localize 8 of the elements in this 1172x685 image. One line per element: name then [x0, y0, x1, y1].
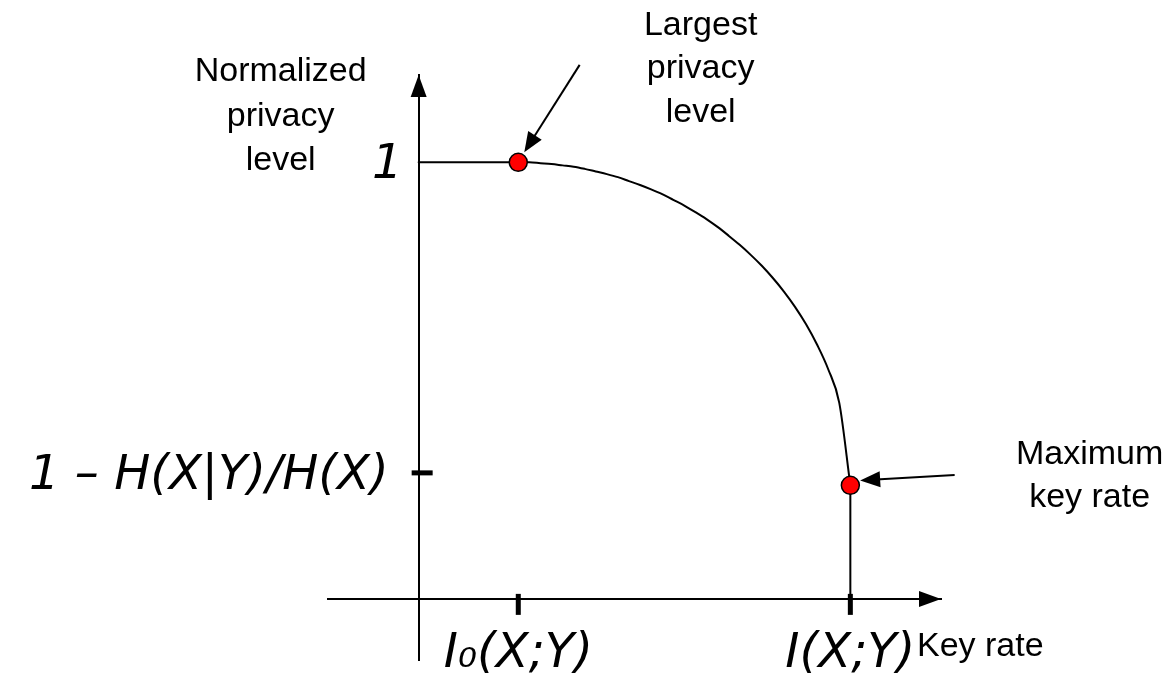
x-tick-label: I₀(X;Y)	[443, 622, 593, 679]
text: Maximum key rate	[1015, 432, 1164, 515]
text: Largest privacy level	[643, 3, 758, 129]
x-tick-label: I(X;Y)	[785, 622, 916, 679]
y-axis-title: Normalized privacy level	[194, 50, 367, 177]
x-axis-title: Key rate	[917, 624, 1044, 663]
text: 1	[372, 132, 403, 189]
text: 1 – H(X|Y)/H(X)	[29, 443, 389, 500]
